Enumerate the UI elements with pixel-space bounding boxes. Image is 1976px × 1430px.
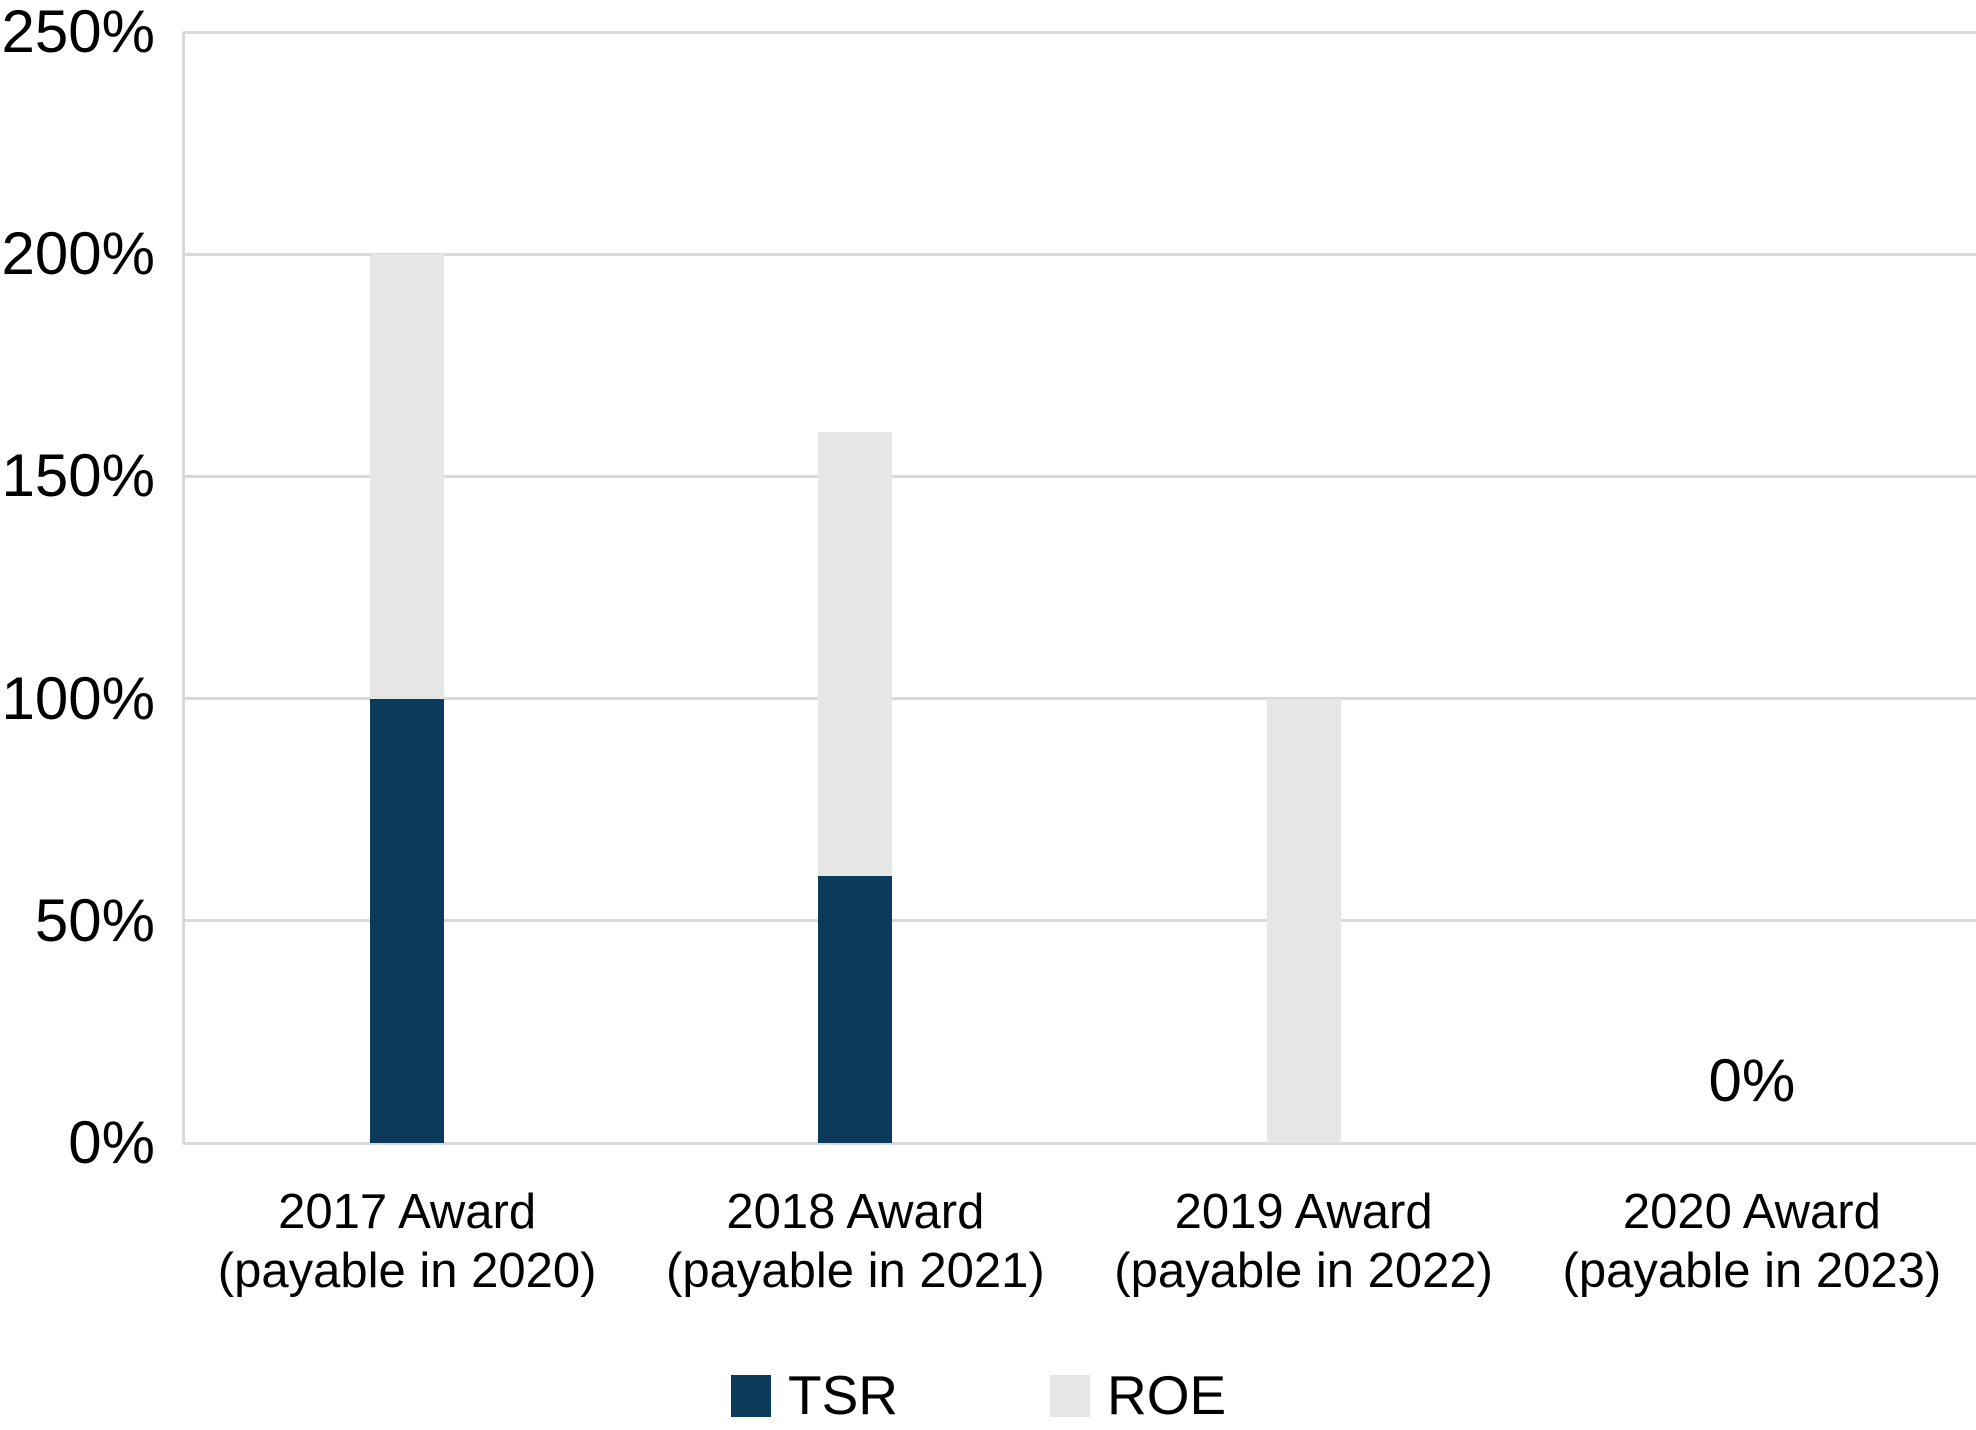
gridline — [183, 1141, 1976, 1145]
legend-label-tsr: TSR — [788, 1364, 898, 1426]
bar-roe-cat0 — [370, 254, 445, 699]
x-category-label-line: 2019 Award — [1174, 1185, 1433, 1239]
x-category-label: 2018 Award (payable in 2021) — [666, 1183, 1045, 1301]
legend-label-roe: ROE — [1107, 1364, 1227, 1426]
gridline — [183, 30, 1976, 34]
x-category-label: 2019 Award (payable in 2022) — [1114, 1183, 1493, 1301]
legend-item-tsr: TSR — [731, 1368, 898, 1423]
x-category-label-line: 2017 Award — [278, 1185, 537, 1239]
y-tick-label: 100% — [1, 664, 155, 732]
legend-item-roe: ROE — [1050, 1368, 1226, 1423]
x-category-label-line: (payable in 2022) — [1114, 1243, 1493, 1298]
y-tick-label: 50% — [34, 886, 155, 954]
y-tick-label: 200% — [1, 220, 155, 288]
x-category-label-line: 2018 Award — [726, 1185, 985, 1239]
x-category-label-line: (payable in 2023) — [1562, 1243, 1942, 1298]
gridline — [183, 919, 1976, 923]
chart-legend: TSR ROE — [731, 1368, 1226, 1423]
y-axis-line — [181, 32, 185, 1143]
x-category-label: 2017 Award (payable in 2020) — [218, 1183, 597, 1301]
legend-swatch-roe — [1050, 1374, 1090, 1417]
x-category-label-line: (payable in 2020) — [217, 1243, 597, 1298]
gridline — [183, 252, 1976, 256]
x-category-label-line: (payable in 2021) — [666, 1243, 1045, 1298]
gridline — [183, 474, 1976, 478]
x-category-label: 2020 Award (payable in 2023) — [1563, 1183, 1942, 1301]
zero-value-label: 0% — [1708, 1047, 1796, 1114]
bar-roe-cat1 — [818, 431, 893, 877]
legend-swatch-tsr — [731, 1374, 771, 1417]
bar-tsr-cat0 — [370, 698, 445, 1143]
bar-roe-cat2 — [1266, 698, 1341, 1143]
y-tick-label: 150% — [1, 442, 155, 510]
gridline — [183, 697, 1976, 701]
bar-tsr-cat1 — [818, 876, 893, 1143]
x-category-label-line: 2020 Award — [1622, 1185, 1881, 1239]
y-tick-label: 250% — [1, 0, 155, 65]
y-tick-label: 0% — [68, 1109, 155, 1176]
